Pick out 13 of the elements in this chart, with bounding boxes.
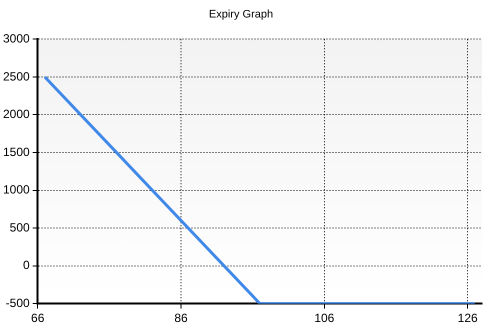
x-tick-label: 106 (314, 311, 335, 326)
y-tick-label: 2000 (2, 107, 30, 122)
y-tick-label: 1500 (2, 144, 30, 159)
x-tick-label: 86 (174, 311, 188, 326)
x-tick-label: 66 (31, 311, 45, 326)
x-tick-label: 126 (458, 311, 478, 326)
chart-title: Expiry Graph (208, 8, 274, 21)
y-tick-label: 2500 (2, 69, 30, 84)
y-tick-label: 1000 (2, 182, 30, 197)
y-tick-label: 3000 (2, 32, 30, 46)
y-tick-label: 500 (10, 220, 30, 234)
y-tick-label: -500 (6, 296, 30, 310)
y-tick-label: 0 (23, 258, 30, 272)
